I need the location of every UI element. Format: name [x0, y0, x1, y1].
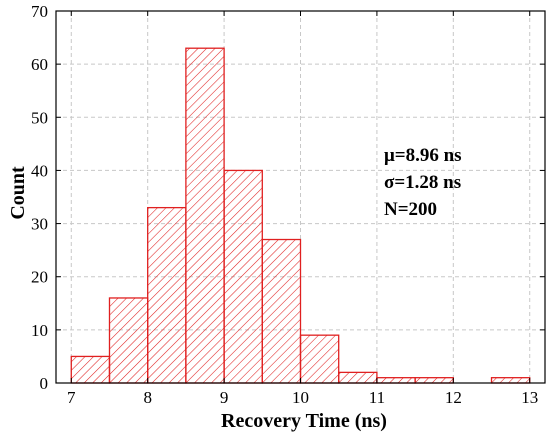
- histogram-bar-6: [299, 334, 340, 384]
- histogram-bars: [70, 47, 531, 384]
- x-tick-label: 10: [292, 388, 309, 407]
- histogram-bar-11: [490, 377, 531, 384]
- histogram-bar-2: [147, 206, 187, 384]
- count-label: N=200: [384, 199, 437, 220]
- y-tick-label: 70: [31, 2, 48, 21]
- x-tick-label: 9: [220, 388, 229, 407]
- y-tick-label: 0: [40, 374, 49, 393]
- sigma-label: σ=1.28 ns: [384, 172, 461, 193]
- histogram-bar-4: [223, 169, 263, 384]
- y-tick-label: 10: [31, 321, 48, 340]
- x-tick-label: 13: [521, 388, 538, 407]
- y-tick-label: 40: [31, 161, 48, 180]
- x-tick-label: 12: [445, 388, 462, 407]
- x-tick-label: 8: [143, 388, 152, 407]
- x-axis-title: Recovery Time (ns): [221, 410, 387, 432]
- histogram-bar-5: [261, 238, 302, 384]
- histogram-bar-7: [338, 371, 378, 384]
- histogram-bar-0: [70, 355, 111, 384]
- y-tick-label: 30: [31, 215, 48, 234]
- stats-annotation: μ=8.96 ns σ=1.28 ns N=200: [384, 145, 462, 220]
- y-tick-label: 20: [31, 268, 48, 287]
- y-axis-title: Count: [7, 166, 29, 220]
- histogram-bar-3: [185, 47, 225, 384]
- mean-label: μ=8.96 ns: [384, 145, 462, 166]
- tick-labels: 7 8 9 10 11 12 13 0 10 20 30 40 50 60 70: [31, 2, 538, 407]
- x-tick-label: 11: [369, 388, 385, 407]
- histogram-bar-1: [108, 297, 149, 384]
- x-tick-label: 7: [67, 388, 76, 407]
- y-tick-label: 50: [31, 108, 48, 127]
- axis-ticks: [56, 10, 545, 384]
- y-tick-label: 60: [31, 55, 48, 74]
- histogram-bar-8: [376, 377, 416, 384]
- histogram-bar-9: [414, 377, 454, 384]
